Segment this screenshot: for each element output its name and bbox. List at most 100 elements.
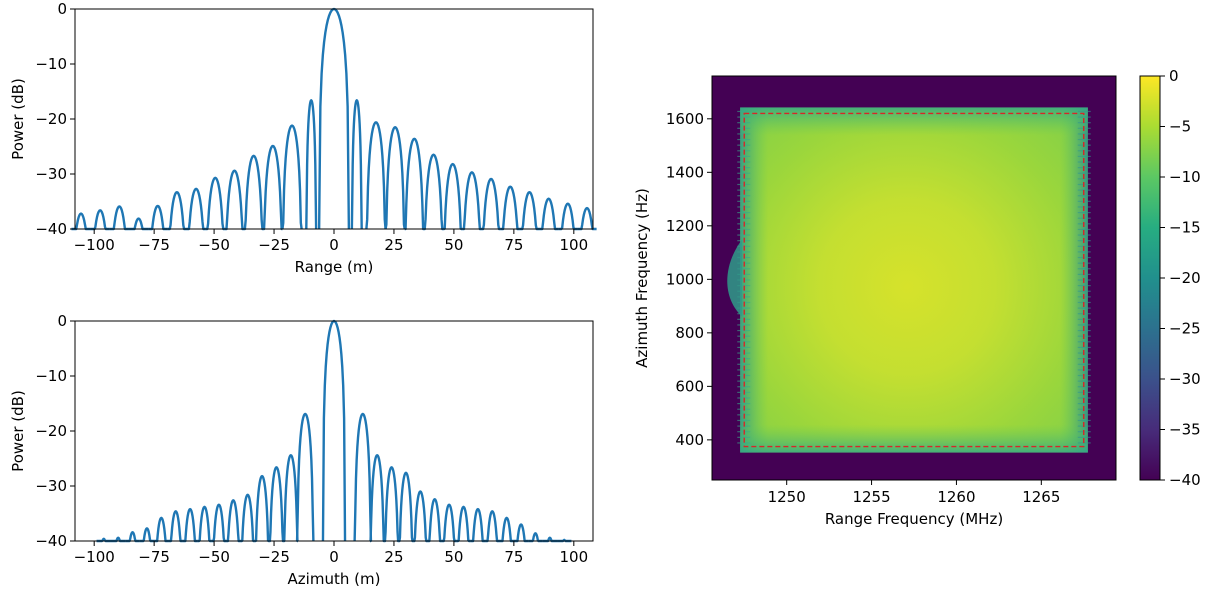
azimuth-y-axis-label: Power (dB) [9,390,27,472]
y-tick-label: −40 [35,220,67,238]
x-tick-label: −50 [198,548,230,566]
heatmap-edge-bottom [740,424,1088,453]
sidelobe [527,532,544,543]
sidelobe [365,121,387,230]
y-tick-label: −10 [35,55,67,73]
range-x-axis-label: Range (m) [295,258,374,276]
colorbar-tick-label: −40 [1169,471,1201,489]
sidelobe [295,412,315,542]
azimuth-profile-plot: −100 −75 −50 −25 0 25 50 75 100 0 −10 −20 −30 −40 Azi… [9,312,594,588]
heatmap-support-region [740,107,1088,453]
sidelobe [109,205,130,231]
azimuth-x-axis-label: Azimuth (m) [288,570,381,588]
y-tick-label: 0 [57,0,67,18]
sidelobe [557,202,578,231]
sidelobe [484,510,501,543]
x-tick-label: −100 [74,236,115,254]
sidelobe [441,503,457,543]
colorbar-tick-label: −5 [1169,118,1191,136]
sidelobe [128,217,149,231]
sidelobe [205,176,226,231]
heatmap-x-axis-label: Range Frequency (MHz) [825,510,1003,528]
y-tick-label: 1200 [666,217,704,235]
sidelobe [500,185,521,231]
x-tick-label: 1265 [1022,488,1060,506]
sidelobe [182,507,198,543]
range-y-axis-label: Power (dB) [9,78,27,160]
sidelobe [353,412,373,542]
sidelobe [513,523,529,543]
colorbar: 0 −5 −10 −15 −20 −25 −30 −35 −40 [1139,67,1201,489]
sidelobe [124,531,141,543]
sidelobe [225,499,242,543]
colorbar-gradient [1139,75,1161,481]
y-tick-label: −20 [35,422,67,440]
y-tick-label: 800 [675,324,704,342]
heatmap-y-axis-label: Azimuth Frequency (Hz) [633,188,651,368]
sidelobe [71,212,91,231]
x-tick-label: 25 [384,236,403,254]
y-tick-label: 400 [675,431,704,449]
y-tick-label: −30 [35,477,67,495]
dashed-boundary-box [743,112,1085,448]
x-tick-label: 100 [559,236,588,254]
sidelobe [196,505,213,543]
colorbar-tick-label: −15 [1169,219,1201,237]
sidelobe [268,466,285,543]
colorbar-tick-label: −20 [1169,269,1201,287]
sidelobe [412,490,429,543]
spectrum-heatmap-plot: 1250 1255 1260 1265 400 600 800 1000 1200 1400 160… [633,75,1117,528]
heatmap-edge-top [740,107,1088,136]
sidelobe [455,505,472,543]
sidelobe [426,498,443,543]
x-tick-label: −25 [258,236,290,254]
colorbar-tick-label: −25 [1169,320,1201,338]
y-tick-label: −20 [35,110,67,128]
heatmap-edge-bulge [727,239,743,317]
sidelobe [461,171,482,231]
sidelobe [166,190,187,231]
x-tick-label: 1250 [768,488,806,506]
x-tick-label: −50 [198,236,230,254]
colorbar-tick-label: −35 [1169,421,1201,439]
sidelobe [211,503,227,543]
x-tick-label: 1255 [852,488,890,506]
sidelobe [139,527,155,543]
y-tick-label: −10 [35,367,67,385]
sidelobe [167,510,184,543]
colorbar-tick-label: 0 [1169,67,1179,85]
sidelobe [153,516,170,543]
heatmap-image [712,76,1116,480]
x-tick-label: 75 [504,236,523,254]
sidelobe [577,206,597,231]
sidelobe [398,471,414,543]
sidelobe [254,474,270,543]
sidelobe [498,516,515,543]
colorbar-axis: 0 −5 −10 −15 −20 −25 −30 −35 −40 [1160,67,1201,489]
heatmap-axes: 1250 1255 1260 1265 400 600 800 1000 1200 1400 160… [666,110,1061,506]
y-tick-label: −30 [35,165,67,183]
sidelobe [283,454,299,543]
azimuth-plot-frame [74,320,594,542]
y-tick-label: −40 [35,532,67,550]
sidelobe [90,209,111,231]
range-line-series [71,7,597,231]
y-tick-label: 1600 [666,110,704,128]
range-axes: −100 −75 −50 −25 0 25 50 75 100 0 −10 −20 −30 −40 [35,0,588,254]
x-tick-label: −75 [138,236,170,254]
sidelobe [538,197,559,231]
x-tick-label: 0 [329,236,339,254]
sidelobe [147,204,168,231]
sidelobe [281,124,303,230]
sidelobe [350,99,363,230]
colorbar-tick-label: −10 [1169,168,1201,186]
sidelobe [239,493,256,543]
main-lobe [317,7,351,230]
x-tick-label: −100 [74,548,115,566]
sidelobe [470,507,486,543]
sidelobe [404,137,425,231]
x-tick-label: 50 [444,548,463,566]
x-tick-label: 0 [329,548,339,566]
sidelobe [369,454,385,543]
